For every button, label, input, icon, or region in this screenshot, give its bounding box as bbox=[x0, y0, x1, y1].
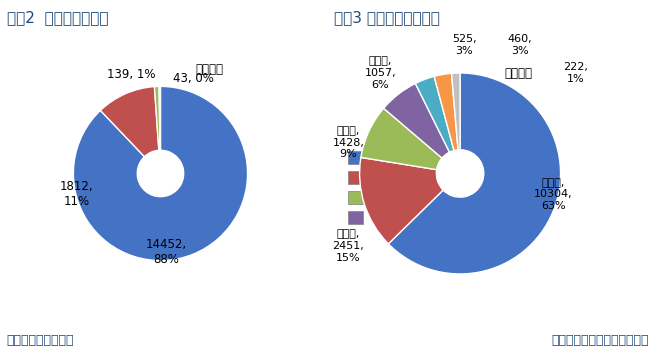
Text: 进口量,
10304,
63%: 进口量, 10304, 63% bbox=[534, 178, 573, 211]
Text: 进口量,
2451,
15%: 进口量, 2451, 15% bbox=[333, 229, 364, 263]
Wedge shape bbox=[415, 76, 454, 152]
Text: 进口量,
1428,
9%: 进口量, 1428, 9% bbox=[333, 126, 364, 159]
Legend: 智利, 阿根廷, 韩国, 其它: 智利, 阿根廷, 韩国, 其它 bbox=[343, 146, 401, 230]
Text: 图表3 碳酸锂进口目的地: 图表3 碳酸锂进口目的地 bbox=[334, 11, 440, 25]
Wedge shape bbox=[73, 86, 248, 261]
Text: 制表：中国动力电池回收联盟: 制表：中国动力电池回收联盟 bbox=[551, 334, 648, 347]
Wedge shape bbox=[361, 108, 442, 170]
Text: 14452,
88%: 14452, 88% bbox=[145, 238, 187, 267]
Wedge shape bbox=[451, 73, 460, 150]
Text: 图表2  碳酸锂进口来源: 图表2 碳酸锂进口来源 bbox=[7, 11, 108, 25]
Text: 222,
1%: 222, 1% bbox=[563, 62, 588, 84]
Wedge shape bbox=[100, 87, 159, 157]
Text: 数据来源：海关总署: 数据来源：海关总署 bbox=[7, 334, 74, 347]
Text: 单位：吨: 单位：吨 bbox=[504, 67, 532, 80]
Text: 139, 1%: 139, 1% bbox=[107, 68, 156, 81]
Wedge shape bbox=[155, 86, 160, 150]
Text: 43, 0%: 43, 0% bbox=[172, 72, 214, 85]
Wedge shape bbox=[388, 73, 561, 274]
Wedge shape bbox=[159, 86, 160, 150]
Wedge shape bbox=[384, 84, 449, 158]
Text: 1812,
11%: 1812, 11% bbox=[60, 180, 94, 209]
Text: 进口量,
1057,
6%: 进口量, 1057, 6% bbox=[365, 56, 396, 90]
Text: 525,
3%: 525, 3% bbox=[452, 34, 477, 56]
Wedge shape bbox=[434, 73, 458, 150]
Text: 单位：吨: 单位：吨 bbox=[195, 63, 223, 76]
Wedge shape bbox=[360, 158, 443, 244]
Text: 460,
3%: 460, 3% bbox=[508, 34, 533, 56]
